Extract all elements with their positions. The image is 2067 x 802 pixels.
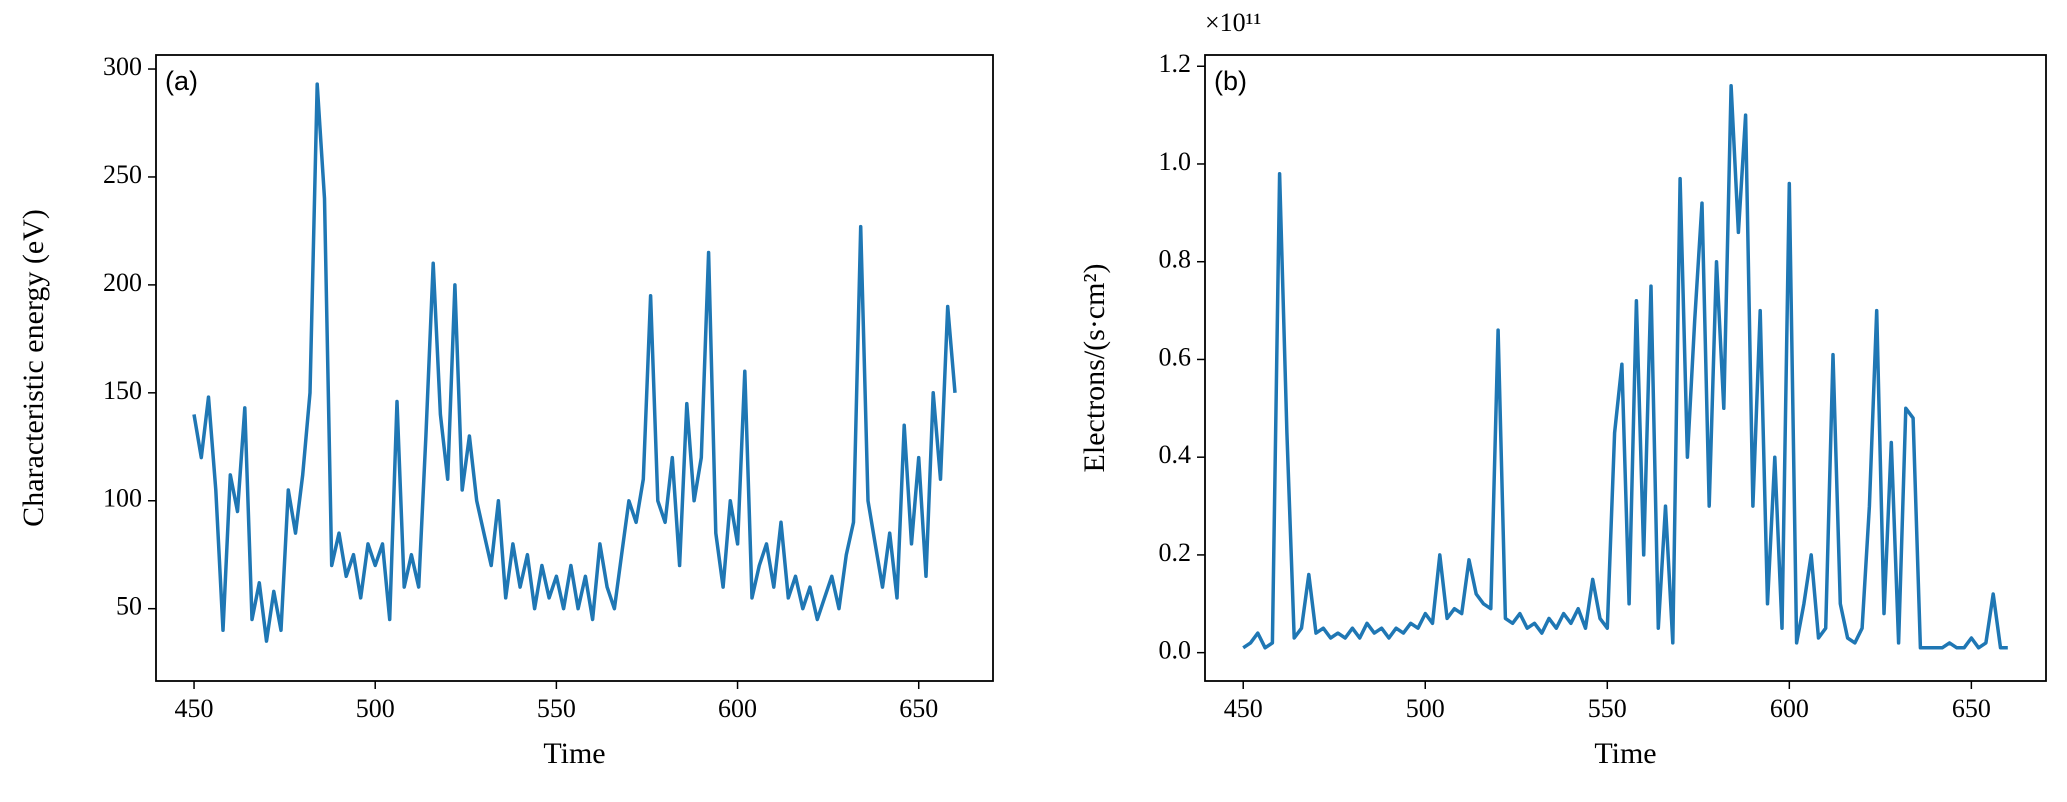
x-tick-label: 650 [1952,694,1991,723]
x-tick-label: 600 [1770,694,1809,723]
x-axis-label: Time [1594,737,1656,770]
y-axis-label: Characteristic energy (eV) [17,209,50,527]
offset-label: ×10¹¹ [1205,8,1261,37]
y-tick-label: 1.2 [1159,49,1192,78]
y-tick-label: 300 [103,52,142,81]
y-tick-label: 0.2 [1159,538,1192,567]
y-tick-label: 0.0 [1159,636,1192,665]
panel-label: (a) [165,66,198,96]
y-tick-label: 1.0 [1159,147,1192,176]
x-tick-label: 550 [537,694,576,723]
data-line [1242,84,2008,650]
axes-frame [155,54,994,682]
data-line [192,82,957,643]
x-tick-label: 500 [356,694,395,723]
y-tick-label: 0.4 [1159,440,1192,469]
axes-frame [1204,54,2047,682]
y-tick-label: 0.6 [1159,342,1192,371]
x-tick-label: 500 [1406,694,1445,723]
y-tick-label: 100 [103,484,142,513]
y-tick-label: 250 [103,160,142,189]
y-tick-label: 0.8 [1159,245,1192,274]
y-tick-label: 200 [103,268,142,297]
x-tick-label: 550 [1588,694,1627,723]
x-tick-label: 450 [1224,694,1263,723]
y-tick-label: 150 [103,376,142,405]
panel-label: (b) [1214,66,1247,96]
x-tick-label: 650 [899,694,938,723]
y-axis-label: Electrons/(s·cm²) [1078,264,1111,473]
y-tick-label: 50 [116,592,142,621]
x-tick-label: 600 [718,694,757,723]
x-axis-label: Time [543,737,605,770]
x-tick-label: 450 [175,694,214,723]
